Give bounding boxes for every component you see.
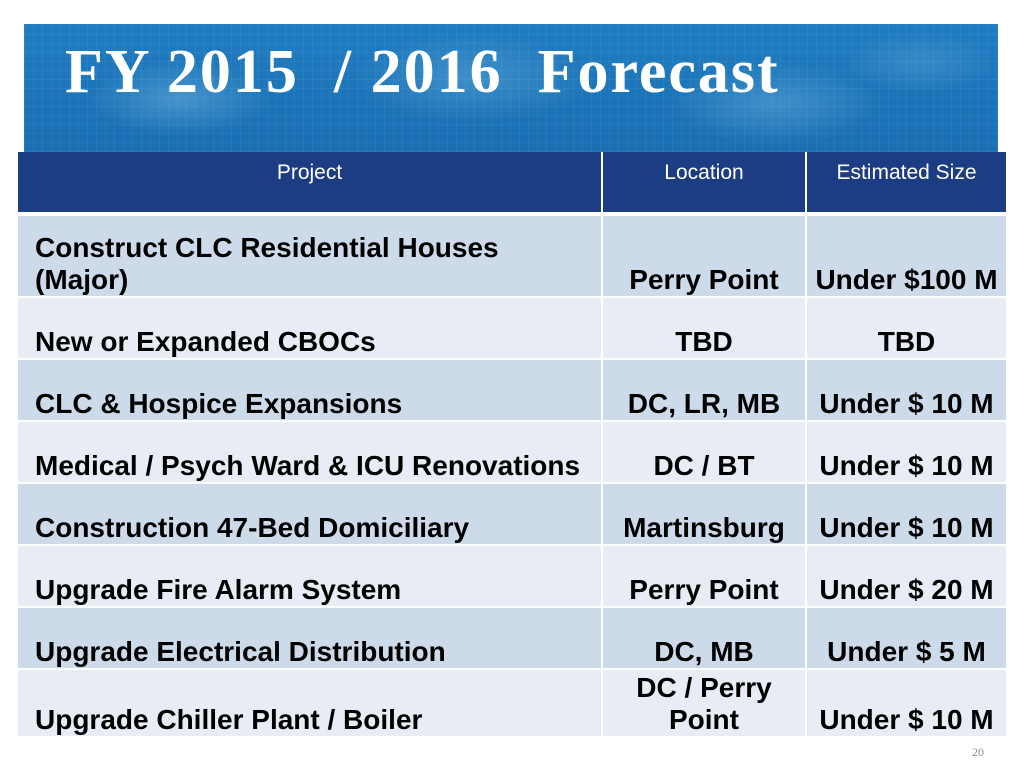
title-banner [24,24,998,152]
location-cell: DC, MB [603,608,805,668]
table-row: New or Expanded CBOCs TBD TBD [18,298,1006,358]
table-row: Medical / Psych Ward & ICU Renovations D… [18,422,1006,482]
table-header-row: Project Location Estimated Size [18,152,1006,212]
table-row: Construction 47-Bed Domiciliary Martinsb… [18,484,1006,544]
project-cell: New or Expanded CBOCs [18,298,601,358]
location-cell: Perry Point [603,216,805,296]
size-cell: Under $ 5 M [807,608,1006,668]
location-cell: Perry Point [603,546,805,606]
location-cell: Martinsburg [603,484,805,544]
project-cell: Construct CLC Residential Houses (Major) [18,216,601,296]
location-cell: DC / Perry Point [603,670,805,736]
size-cell: Under $ 10 M [807,670,1006,736]
size-cell: Under $ 10 M [807,360,1006,420]
page-number: 20 [972,745,984,759]
size-cell: Under $ 20 M [807,546,1006,606]
size-cell: Under $ 10 M [807,484,1006,544]
project-cell: Upgrade Fire Alarm System [18,546,601,606]
location-cell: TBD [603,298,805,358]
column-header-estimated-size: Estimated Size [807,152,1006,212]
size-cell: Under $ 10 M [807,422,1006,482]
column-header-project: Project [18,152,601,212]
table-row: CLC & Hospice Expansions DC, LR, MB Unde… [18,360,1006,420]
project-cell: Upgrade Chiller Plant / Boiler [18,670,601,736]
slide-title: FY 2015 / 2016 Forecast [65,38,780,106]
project-cell: CLC & Hospice Expansions [18,360,601,420]
location-cell: DC, LR, MB [603,360,805,420]
table-row: Upgrade Fire Alarm System Perry Point Un… [18,546,1006,606]
location-cell: DC / BT [603,422,805,482]
project-cell: Medical / Psych Ward & ICU Renovations [18,422,601,482]
project-cell: Upgrade Electrical Distribution [18,608,601,668]
size-cell: Under $100 M [807,216,1006,296]
column-header-location: Location [603,152,805,212]
project-cell: Construction 47-Bed Domiciliary [18,484,601,544]
table-row: Upgrade Chiller Plant / Boiler DC / Perr… [18,670,1006,736]
size-cell: TBD [807,298,1006,358]
forecast-table: Project Location Estimated Size Construc… [18,152,1006,738]
table-row: Construct CLC Residential Houses (Major)… [18,216,1006,296]
table-row: Upgrade Electrical Distribution DC, MB U… [18,608,1006,668]
